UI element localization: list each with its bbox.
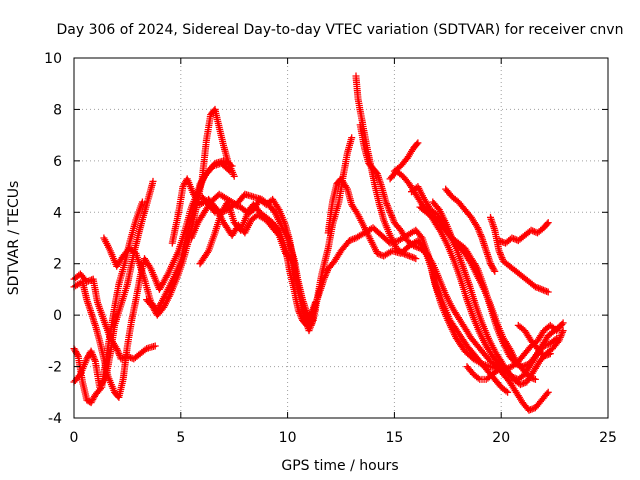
x-tick-label: 10 (279, 430, 297, 446)
series-markers (463, 334, 561, 383)
y-axis-label: SDTVAR / TECUs (6, 181, 22, 296)
y-tick-label: 2 (53, 257, 62, 273)
series-track-22 (495, 219, 552, 247)
x-tick-label: 0 (70, 430, 79, 446)
x-tick-label: 5 (176, 430, 185, 446)
series-markers (514, 321, 554, 360)
series-track-20 (463, 334, 561, 383)
x-tick-label: 20 (492, 430, 510, 446)
x-tick-label: 25 (599, 430, 617, 446)
chart-title: Day 306 of 2024, Sidereal Day-to-day VTE… (57, 22, 624, 38)
series-markers (429, 198, 539, 383)
axis-ticks: 0 5 10 15 20 25 -4 -2 0 2 4 6 8 10 (44, 51, 617, 446)
y-tick-label: 4 (53, 205, 62, 221)
y-tick-label: 0 (53, 308, 62, 324)
series-track-13 (356, 121, 552, 414)
series-markers (198, 193, 319, 329)
series-markers (487, 213, 552, 296)
y-tick-label: 6 (53, 154, 62, 170)
y-tick-label: -2 (48, 360, 62, 376)
series-markers (143, 105, 238, 319)
y-tick-label: 8 (53, 102, 62, 118)
series-track-10 (198, 193, 319, 329)
series-markers (356, 121, 552, 414)
series-track-6 (143, 105, 238, 319)
x-axis-label: GPS time / hours (281, 458, 398, 474)
series-markers (442, 185, 499, 275)
y-tick-label: -4 (48, 411, 62, 427)
x-tick-label: 15 (385, 430, 403, 446)
series-markers (495, 219, 552, 247)
y-tick-label: 10 (44, 51, 62, 67)
series-track-18 (429, 198, 539, 383)
plot-frame (73, 57, 609, 419)
series-track-21 (487, 213, 552, 296)
series-track-23 (514, 321, 554, 360)
series-track-19 (442, 185, 499, 275)
